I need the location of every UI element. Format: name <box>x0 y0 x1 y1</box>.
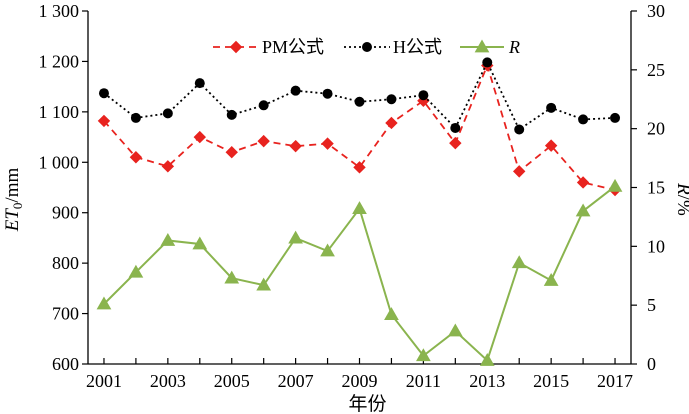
data-point-pm <box>193 130 207 144</box>
data-point-r <box>320 243 335 257</box>
data-point-pm <box>257 134 270 148</box>
data-point-r <box>96 296 112 310</box>
data-point-h <box>98 88 109 99</box>
legend-label-h: H公式 <box>393 37 442 57</box>
data-point-pm <box>289 139 302 153</box>
y-axis-left-title-main: ET <box>2 208 23 233</box>
legend-marker-r <box>474 39 490 53</box>
data-point-h <box>450 122 461 133</box>
x-tick-label: 2009 <box>342 371 378 391</box>
x-tick-label: 2015 <box>533 371 569 391</box>
data-point-h <box>322 88 333 99</box>
data-point-pm <box>449 136 462 150</box>
series-layer <box>96 57 623 366</box>
y-left-tick-label: 700 <box>52 304 79 324</box>
y-right-tick-label: 25 <box>647 60 665 80</box>
y-left-tick-label: 1 300 <box>39 1 80 21</box>
data-point-pm <box>512 165 526 178</box>
x-tick-label: 2003 <box>150 371 186 391</box>
y-right-tick-label: 0 <box>647 354 656 374</box>
x-tick-label: 2013 <box>469 371 505 391</box>
y-axis-left-title-subscript: 0 <box>10 203 25 210</box>
data-point-r <box>128 264 144 278</box>
x-axis-title: 年份 <box>348 393 386 414</box>
legend-marker-h <box>362 42 372 52</box>
x-tick-label: 2007 <box>278 371 314 391</box>
y-left-tick-label: 600 <box>52 354 79 374</box>
data-point-r <box>224 270 240 284</box>
data-point-pm <box>385 116 398 130</box>
y-right-tick-label: 10 <box>647 236 665 256</box>
legend: PM公式 H公式 R <box>213 37 520 57</box>
x-tick-label: 2001 <box>86 371 122 391</box>
y-right-tick-label: 5 <box>647 295 656 315</box>
data-point-r <box>288 230 303 244</box>
data-point-h <box>258 100 269 111</box>
data-point-h <box>130 112 141 123</box>
data-point-pm <box>161 160 175 173</box>
data-point-h <box>354 96 365 107</box>
y-left-tick-label: 800 <box>52 253 79 273</box>
data-point-pm <box>321 137 334 150</box>
y-left-tick-label: 900 <box>52 203 79 223</box>
y-axis-right-title: R/% <box>673 182 689 216</box>
data-point-h <box>578 114 589 125</box>
data-point-r <box>447 323 463 337</box>
data-point-r <box>416 348 431 362</box>
data-point-r <box>160 232 176 246</box>
data-point-r <box>256 277 272 291</box>
data-point-h <box>514 124 525 135</box>
data-point-h <box>610 112 621 123</box>
data-point-r <box>384 307 399 320</box>
y-left-tick-label: 1 000 <box>39 152 80 172</box>
x-tick-label: 2017 <box>597 371 633 391</box>
axes: 600 700 800 900 1 000 1 100 1 200 1 300 0 5 10 15 20… <box>39 1 666 391</box>
data-point-r <box>543 272 559 286</box>
data-point-pm <box>129 151 143 164</box>
y-left-tick-label: 1 200 <box>39 51 80 71</box>
data-point-pm <box>353 161 366 174</box>
data-point-h <box>226 109 237 120</box>
plot-frame <box>87 11 632 365</box>
data-point-r <box>607 178 623 192</box>
y-left-tick-label: 1 100 <box>39 102 80 122</box>
y-right-tick-label: 20 <box>647 119 665 139</box>
x-tick-label: 2011 <box>406 371 441 391</box>
data-point-pm <box>225 145 238 159</box>
y-axis-left-title: ET0/mm <box>2 168 25 233</box>
legend-label-r: R <box>508 37 520 57</box>
data-point-h <box>546 102 557 113</box>
data-point-r <box>575 203 591 217</box>
y-axis-right-title-main: R <box>673 182 689 195</box>
legend-marker-pm <box>229 40 243 54</box>
data-point-r <box>352 201 367 215</box>
data-point-r <box>192 236 208 250</box>
y-right-tick-label: 30 <box>647 1 665 21</box>
series-line-pm <box>103 62 616 191</box>
y-axis-right-title-unit: /% <box>673 195 689 216</box>
x-tick-label: 2005 <box>214 371 250 391</box>
data-point-h <box>290 85 301 96</box>
y-right-tick-label: 15 <box>647 178 665 198</box>
series-line-h <box>103 60 616 131</box>
data-point-h <box>418 90 429 101</box>
data-point-pm <box>97 114 111 128</box>
data-point-h <box>386 94 397 105</box>
data-point-pm <box>576 176 590 189</box>
data-point-h <box>482 57 493 68</box>
data-point-h <box>194 78 205 89</box>
data-point-pm <box>544 139 558 152</box>
data-point-r <box>479 352 495 366</box>
y-axis-left-title-unit: /mm <box>2 168 23 203</box>
legend-label-pm: PM公式 <box>262 37 324 57</box>
data-point-r <box>511 255 527 269</box>
data-point-h <box>162 108 173 119</box>
